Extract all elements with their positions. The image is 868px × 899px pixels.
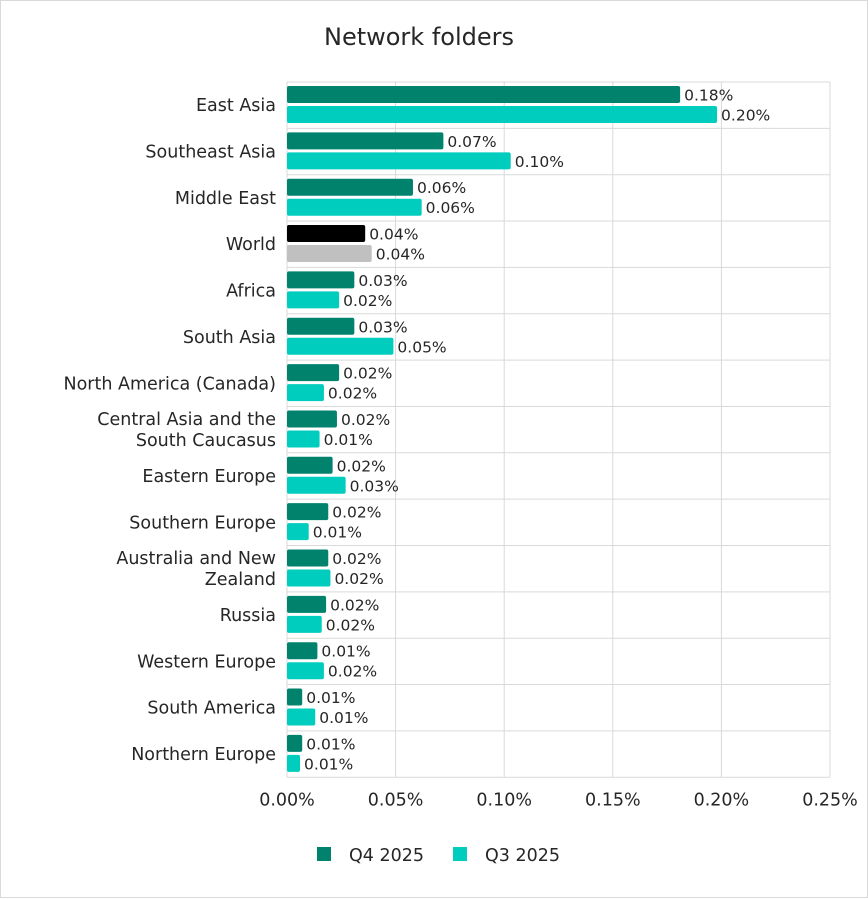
data-label: 0.18% bbox=[684, 87, 733, 105]
bar-q4-2025 bbox=[287, 317, 355, 335]
data-label: 0.04% bbox=[369, 226, 418, 244]
bars-layer bbox=[287, 86, 718, 772]
bar-q4-2025 bbox=[287, 688, 303, 706]
data-label: 0.06% bbox=[417, 179, 466, 197]
bar-q3-2025 bbox=[287, 106, 718, 123]
x-tick-label: 0.15% bbox=[585, 790, 641, 810]
category-label: Middle East bbox=[175, 189, 276, 209]
data-label: 0.01% bbox=[319, 709, 368, 727]
bar-q3-2025 bbox=[287, 384, 324, 402]
bar-q3-2025 bbox=[287, 523, 309, 541]
category-label: East Asia bbox=[196, 96, 276, 116]
category-label: South Asia bbox=[183, 328, 276, 348]
bar-q3-2025 bbox=[287, 430, 320, 448]
bar-q4-2025 bbox=[287, 86, 681, 103]
data-label: 0.10% bbox=[515, 153, 564, 171]
bar-q4-2025 bbox=[287, 271, 355, 289]
data-label: 0.03% bbox=[350, 477, 399, 495]
data-label: 0.01% bbox=[313, 524, 362, 542]
x-tick-label: 0.25% bbox=[802, 790, 858, 810]
x-tick-label: 0.20% bbox=[694, 790, 750, 810]
labels-layer: 0.00% 0.05% 0.10% 0.15% 0.20% 0.25% East Asia 0… bbox=[63, 87, 857, 811]
data-label: 0.06% bbox=[426, 199, 475, 217]
data-label: 0.04% bbox=[376, 246, 425, 264]
data-label: 0.03% bbox=[358, 272, 407, 290]
legend-label: Q4 2025 bbox=[349, 846, 424, 866]
data-label: 0.02% bbox=[332, 504, 381, 522]
legend: Q4 2025 Q3 2025 bbox=[317, 846, 560, 866]
data-label: 0.02% bbox=[328, 663, 377, 681]
data-label: 0.20% bbox=[721, 107, 770, 125]
category-label: Northern Europe bbox=[131, 745, 276, 765]
category-label: Africa bbox=[226, 282, 276, 302]
bar-q4-2025 bbox=[287, 549, 329, 567]
bar-q3-2025 bbox=[287, 662, 324, 680]
bar-q3-2025 bbox=[287, 615, 322, 633]
category-label: North America (Canada) bbox=[63, 374, 276, 394]
bar-q3-2025 bbox=[287, 337, 394, 355]
category-label: Russia bbox=[220, 606, 276, 626]
x-tick-label: 0.00% bbox=[259, 790, 315, 810]
bar-q4-2025 bbox=[287, 595, 327, 613]
bar-q4-2025 bbox=[287, 178, 413, 196]
data-label: 0.02% bbox=[341, 411, 390, 429]
bar-q3-2025 bbox=[287, 198, 422, 216]
bar-q3-2025 bbox=[287, 708, 316, 726]
category-label: Southern Europe bbox=[129, 513, 276, 533]
chart-title: Network folders bbox=[324, 23, 514, 51]
data-label: 0.02% bbox=[330, 596, 379, 614]
data-label: 0.02% bbox=[334, 570, 383, 588]
data-label: 0.05% bbox=[397, 338, 446, 356]
bar-q3-2025 bbox=[287, 754, 301, 772]
bar-q3-2025 bbox=[287, 569, 331, 587]
category-label: Southeast Asia bbox=[145, 143, 276, 163]
bar-q4-2025 bbox=[287, 364, 340, 382]
bar-q4-2025 bbox=[287, 225, 366, 243]
bar-q3-2025 bbox=[287, 291, 340, 309]
data-label: 0.02% bbox=[343, 365, 392, 383]
data-label: 0.02% bbox=[343, 292, 392, 310]
category-label: Central Asia and the South Caucasus bbox=[97, 410, 276, 451]
data-label: 0.01% bbox=[306, 735, 355, 753]
bar-q4-2025 bbox=[287, 642, 318, 660]
grid-layer bbox=[286, 81, 831, 778]
bar-q4-2025 bbox=[287, 503, 329, 521]
legend-label: Q3 2025 bbox=[485, 846, 560, 866]
x-tick-label: 0.05% bbox=[368, 790, 424, 810]
bar-q4-2025 bbox=[287, 734, 303, 752]
data-label: 0.02% bbox=[328, 385, 377, 403]
category-label: Australia and New Zealand bbox=[116, 549, 276, 590]
bar-q3-2025 bbox=[287, 476, 346, 494]
data-label: 0.03% bbox=[358, 318, 407, 336]
bar-q4-2025 bbox=[287, 132, 444, 150]
category-label: World bbox=[226, 235, 276, 255]
x-tick-label: 0.10% bbox=[476, 790, 532, 810]
category-label: Eastern Europe bbox=[142, 467, 276, 487]
bar-q3-2025 bbox=[287, 152, 511, 170]
data-label: 0.01% bbox=[306, 689, 355, 707]
data-label: 0.01% bbox=[304, 755, 353, 773]
legend-swatch bbox=[317, 847, 331, 861]
data-label: 0.01% bbox=[324, 431, 373, 449]
bar-q4-2025 bbox=[287, 410, 337, 428]
data-label: 0.02% bbox=[332, 550, 381, 568]
data-label: 0.07% bbox=[447, 133, 496, 151]
legend-swatch bbox=[453, 847, 467, 861]
category-label: South America bbox=[147, 699, 276, 719]
bar-q4-2025 bbox=[287, 456, 333, 474]
data-label: 0.02% bbox=[326, 616, 375, 634]
category-label: Western Europe bbox=[137, 652, 276, 672]
data-label: 0.01% bbox=[321, 643, 370, 661]
bar-q3-2025 bbox=[287, 245, 372, 263]
data-label: 0.02% bbox=[337, 457, 386, 475]
